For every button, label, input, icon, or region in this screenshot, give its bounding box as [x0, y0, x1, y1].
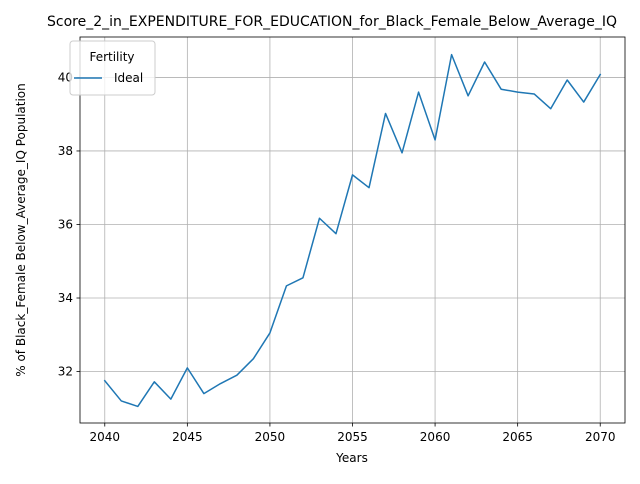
x-tick-label: 2065 — [502, 430, 533, 444]
legend: Fertility Ideal — [69, 40, 156, 96]
y-tick-label: 32 — [58, 365, 73, 379]
x-tick-label: 2040 — [89, 430, 120, 444]
grid-lines — [80, 37, 625, 423]
y-axis-ticks: 32 34 36 38 40 — [58, 70, 80, 379]
x-tick-label: 2055 — [337, 430, 368, 444]
x-tick-label: 2060 — [420, 430, 451, 444]
x-tick-label: 2045 — [172, 430, 203, 444]
x-tick-label: 2070 — [585, 430, 616, 444]
y-axis-label: % of Black_Female Below_Average_IQ Popul… — [14, 83, 28, 377]
series-layer — [103, 53, 602, 408]
series-line-ideal — [103, 53, 602, 408]
x-tick-label: 2050 — [255, 430, 286, 444]
legend-title: Fertility — [89, 50, 134, 64]
y-tick-label: 40 — [58, 70, 73, 84]
y-tick-label: 34 — [58, 291, 73, 305]
x-axis-ticks: 2040 2045 2050 2055 2060 2065 2070 — [89, 423, 616, 444]
y-tick-label: 38 — [58, 144, 73, 158]
y-tick-label: 36 — [58, 217, 73, 231]
chart-title: Score_2_in_EXPENDITURE_FOR_EDUCATION_for… — [47, 14, 617, 30]
legend-entry-ideal: Ideal — [114, 71, 143, 85]
legend-box — [69, 40, 156, 96]
x-axis-label: Years — [335, 451, 368, 465]
